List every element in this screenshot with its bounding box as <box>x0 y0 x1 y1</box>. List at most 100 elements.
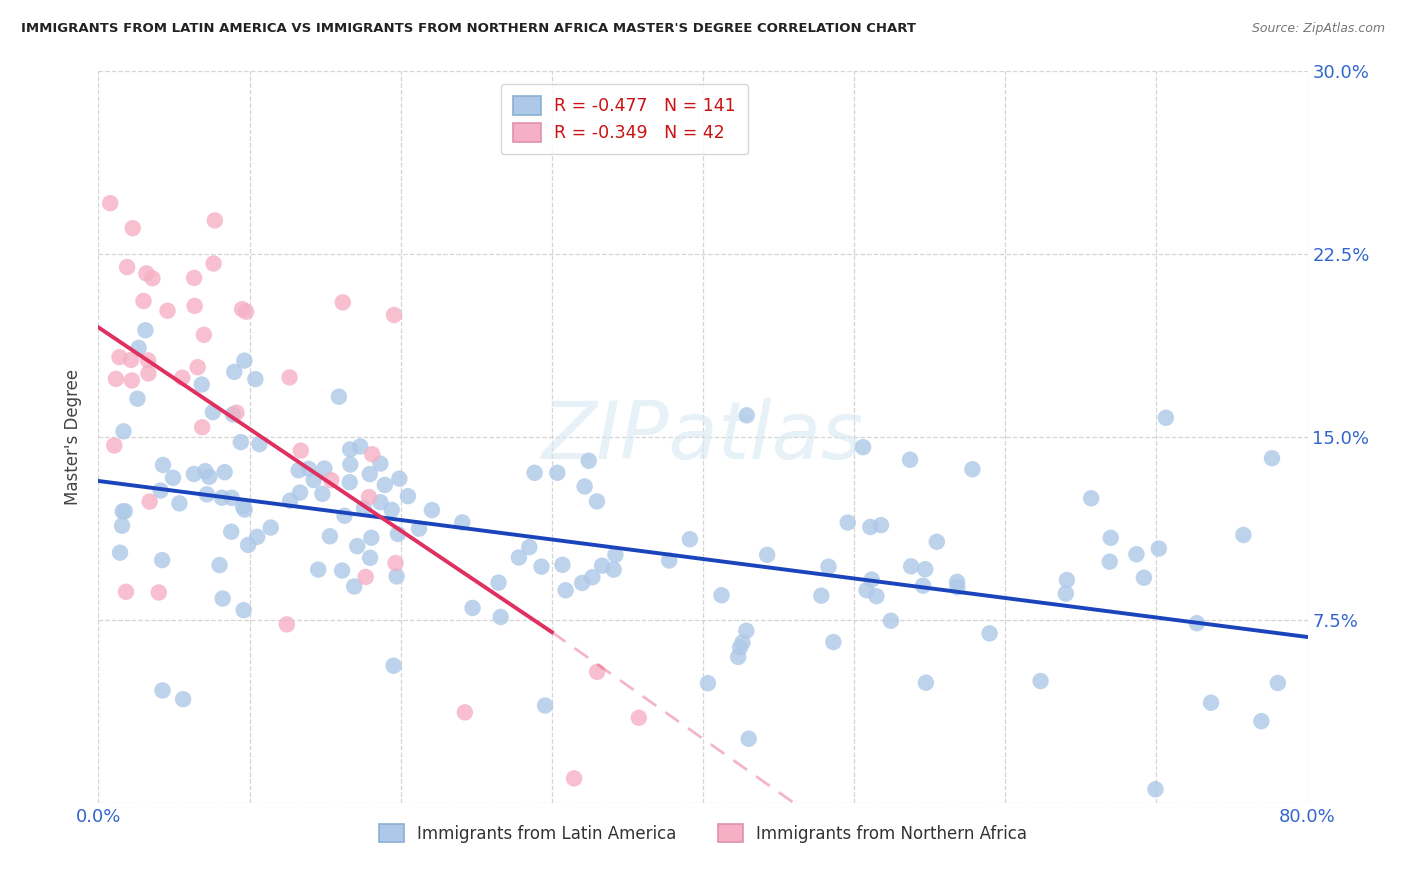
Point <box>152 683 174 698</box>
Point <box>384 556 406 570</box>
Point <box>880 614 903 628</box>
Point <box>489 610 512 624</box>
Point <box>360 531 382 545</box>
Point <box>260 520 283 534</box>
Point <box>735 409 758 423</box>
Point <box>276 617 298 632</box>
Point <box>287 463 309 477</box>
Point <box>710 588 733 602</box>
Point <box>354 570 377 584</box>
Point <box>1080 491 1102 506</box>
Point <box>339 475 361 490</box>
Point <box>339 442 361 457</box>
Point <box>396 489 419 503</box>
Point <box>152 458 174 472</box>
Point <box>191 420 214 434</box>
Point <box>183 299 205 313</box>
Point <box>1133 571 1156 585</box>
Y-axis label: Master's Degree: Master's Degree <box>65 369 83 505</box>
Point <box>190 377 212 392</box>
Point <box>229 435 252 450</box>
Point <box>679 533 702 547</box>
Point <box>451 516 474 530</box>
Point <box>586 665 609 679</box>
Point <box>1154 410 1177 425</box>
Point <box>898 452 921 467</box>
Point <box>224 365 246 379</box>
Point <box>912 579 935 593</box>
Point <box>627 711 650 725</box>
Point <box>837 516 859 530</box>
Point <box>578 454 600 468</box>
Point <box>591 558 613 573</box>
Point <box>1144 782 1167 797</box>
Point <box>697 676 720 690</box>
Point <box>112 425 135 439</box>
Point <box>388 472 411 486</box>
Point <box>461 601 484 615</box>
Point <box>121 221 143 235</box>
Point <box>756 548 779 562</box>
Point <box>211 591 233 606</box>
Point <box>302 473 325 487</box>
Point <box>311 487 333 501</box>
Point <box>115 584 138 599</box>
Point <box>104 372 127 386</box>
Point <box>208 558 231 572</box>
Text: Source: ZipAtlas.com: Source: ZipAtlas.com <box>1251 22 1385 36</box>
Point <box>103 438 125 452</box>
Point <box>238 538 260 552</box>
Point <box>298 462 321 476</box>
Text: ZIPatlas: ZIPatlas <box>541 398 865 476</box>
Point <box>339 458 361 472</box>
Point <box>554 583 576 598</box>
Point <box>328 390 350 404</box>
Point <box>387 527 409 541</box>
Point <box>194 464 217 478</box>
Point <box>530 559 553 574</box>
Point <box>246 530 269 544</box>
Point <box>1125 547 1147 561</box>
Point <box>602 563 624 577</box>
Point <box>488 575 510 590</box>
Legend: Immigrants from Latin America, Immigrants from Northern Africa: Immigrants from Latin America, Immigrant… <box>373 818 1033 849</box>
Point <box>1267 676 1289 690</box>
Point <box>321 473 343 487</box>
Point <box>136 353 159 368</box>
Point <box>202 256 225 270</box>
Point <box>235 304 257 318</box>
Point <box>586 494 609 508</box>
Point <box>349 439 371 453</box>
Point <box>195 487 218 501</box>
Point <box>855 583 877 598</box>
Point <box>222 408 245 422</box>
Point <box>115 260 138 274</box>
Point <box>231 302 253 317</box>
Point <box>1098 555 1121 569</box>
Point <box>201 405 224 419</box>
Point <box>728 640 751 655</box>
Point <box>870 518 893 533</box>
Point <box>517 540 540 554</box>
Point <box>823 635 845 649</box>
Point <box>225 406 247 420</box>
Point <box>1147 541 1170 556</box>
Point <box>1250 714 1272 729</box>
Point <box>381 503 404 517</box>
Point <box>915 675 938 690</box>
Point <box>353 501 375 516</box>
Point <box>172 692 194 706</box>
Point <box>420 503 443 517</box>
Point <box>359 550 381 565</box>
Point <box>333 508 356 523</box>
Point <box>330 564 353 578</box>
Point <box>198 470 221 484</box>
Point <box>332 295 354 310</box>
Point <box>149 483 172 498</box>
Point <box>946 574 969 589</box>
Point <box>385 569 408 583</box>
Point <box>169 496 191 510</box>
Point <box>343 580 366 594</box>
Point <box>211 491 233 505</box>
Point <box>98 196 121 211</box>
